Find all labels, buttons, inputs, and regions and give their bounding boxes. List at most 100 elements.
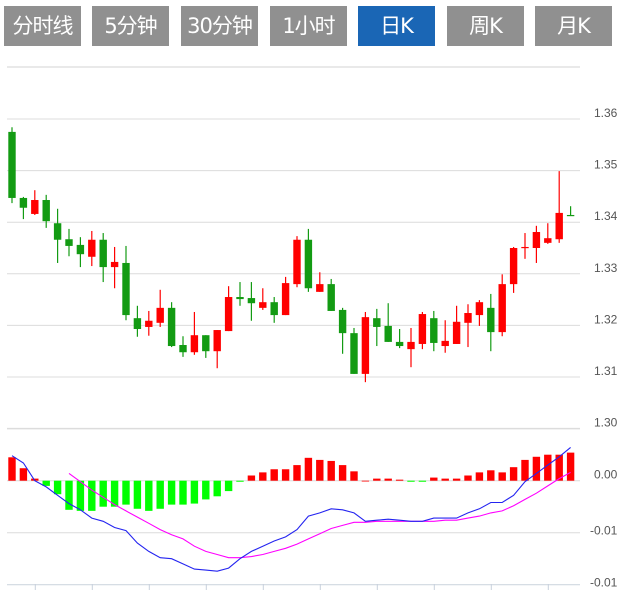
macd-histogram-bar: [247, 475, 256, 481]
macd-histogram-bar: [156, 480, 164, 509]
macd-histogram-bar: [179, 480, 187, 505]
candle-body: [281, 283, 290, 316]
price-tick-label: 1.35: [594, 158, 618, 172]
candle: [293, 236, 301, 288]
candle: [156, 289, 164, 327]
tab-4[interactable]: 日K: [358, 6, 435, 46]
dea-line: [68, 471, 571, 559]
candle: [99, 233, 107, 283]
candle-body: [42, 200, 50, 222]
candle: [464, 304, 472, 348]
macd-histogram-bar: [53, 480, 62, 495]
candle-body: [213, 330, 221, 352]
candle-body: [88, 239, 96, 257]
macd-histogram-bar: [361, 480, 370, 482]
macd-histogram-bar: [407, 480, 415, 482]
macd-histogram-bar: [418, 480, 427, 482]
tab-5[interactable]: 周K: [447, 6, 524, 46]
macd-histogram-bar: [566, 452, 575, 481]
macd-histogram-bar: [304, 457, 313, 481]
candle: [224, 286, 233, 332]
candle-body: [544, 238, 552, 243]
candle-body: [145, 320, 153, 327]
macd-histogram-bar: [430, 477, 438, 481]
candle: [384, 303, 392, 342]
macd-histogram-bar: [65, 480, 73, 510]
candle: [316, 272, 324, 292]
candle: [42, 194, 50, 228]
price-tick-label: 1.31: [594, 364, 618, 378]
candle: [373, 308, 381, 347]
candle: [418, 311, 427, 350]
macd-histogram-bar: [316, 459, 324, 481]
price-tick-label: 1.33: [594, 261, 618, 275]
macd-histogram-bar: [190, 480, 199, 504]
candle: [281, 276, 290, 316]
macd-histogram-bar: [452, 478, 461, 481]
candle-body: [418, 314, 427, 344]
candle-body: [509, 248, 518, 285]
macd-histogram-bar: [122, 480, 130, 505]
price-tick-label: 1.34: [594, 209, 618, 223]
candle: [338, 307, 347, 354]
candle: [213, 330, 221, 369]
candle-body: [19, 197, 28, 208]
price-tick-label: 1.32: [594, 312, 618, 326]
candle: [65, 228, 73, 257]
tab-1[interactable]: 5分钟: [92, 6, 169, 46]
candle: [167, 302, 176, 348]
candle: [407, 327, 415, 368]
candle-body: [190, 335, 199, 353]
candle: [133, 305, 142, 337]
candle-body: [224, 297, 233, 332]
candle-body: [350, 333, 358, 374]
macd-histogram-bar: [76, 480, 85, 511]
tab-0[interactable]: 分时线: [4, 6, 81, 46]
candle: [430, 310, 438, 352]
macd-histogram-bar: [270, 469, 278, 481]
candle-body: [76, 244, 85, 255]
candle-body: [487, 307, 495, 333]
candle: [441, 320, 449, 353]
macd-histogram-bar: [384, 478, 392, 481]
candle: [8, 127, 16, 204]
candle-body: [259, 302, 267, 308]
macd-histogram-bar: [509, 467, 518, 481]
candle: [475, 300, 484, 326]
candle-body: [31, 200, 39, 214]
candle-body: [167, 307, 176, 347]
candle: [179, 336, 187, 357]
macd-histogram-bar: [213, 480, 221, 497]
macd-histogram-bar: [498, 472, 506, 481]
candle-body: [430, 318, 438, 343]
candle-body: [327, 284, 335, 311]
tab-3[interactable]: 1小时: [270, 6, 347, 46]
candle: [327, 278, 335, 311]
candle: [190, 311, 199, 355]
macd-histogram-bar: [8, 457, 16, 481]
candle: [110, 246, 119, 289]
candle: [395, 329, 404, 349]
macd-histogram-bar: [281, 469, 290, 481]
price-tick-label: 1.36: [594, 106, 618, 120]
candle: [19, 196, 28, 220]
tab-2[interactable]: 30分钟: [181, 6, 258, 46]
macd-histogram-bar: [259, 472, 267, 481]
candle-body: [475, 302, 484, 316]
candle-body: [65, 239, 73, 246]
macd-histogram-bar: [544, 454, 552, 481]
macd-histogram-bar: [293, 465, 301, 481]
tab-6[interactable]: 月K: [535, 6, 612, 46]
macd-histogram-bar: [521, 459, 529, 481]
dif-line: [11, 446, 571, 572]
candle-body: [53, 223, 62, 240]
candle: [532, 225, 541, 263]
macd-tick-label: -0.01: [590, 524, 618, 538]
candle: [498, 274, 506, 337]
candle-body: [395, 341, 404, 347]
macd-histogram-bar: [42, 480, 50, 486]
candle: [53, 208, 62, 263]
candle-body: [338, 309, 347, 334]
candle: [555, 171, 563, 243]
